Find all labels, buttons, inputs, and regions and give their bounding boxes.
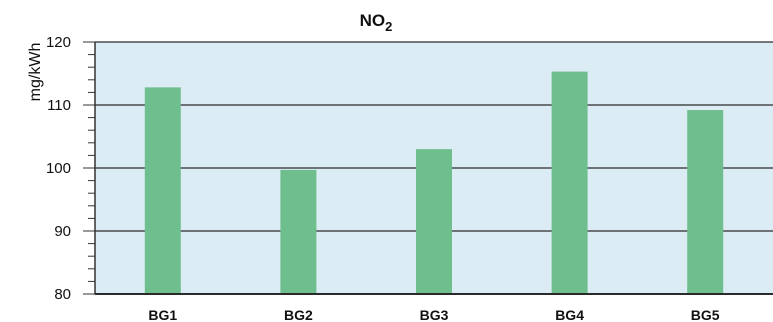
y-axis-label: mg/kWh [27, 43, 44, 102]
y-tick-labels: 80 90 100 110 120 [46, 34, 71, 303]
x-tick-label: BG4 [555, 307, 584, 322]
x-tick-label: BG3 [420, 307, 449, 322]
bar-bg3 [416, 149, 452, 294]
bars [144, 71, 724, 294]
x-tick-label: BG2 [284, 307, 313, 322]
y-axis [83, 41, 96, 295]
bar-bg4 [551, 71, 588, 294]
x-tick-label: BG5 [691, 307, 720, 322]
y-tick-label: 80 [54, 286, 71, 303]
y-tick-label: 120 [46, 34, 71, 51]
bar-bg5 [687, 110, 724, 294]
bar-bg1 [144, 87, 181, 294]
bar-bg2 [280, 169, 317, 294]
y-tick-label: 100 [46, 160, 71, 177]
chart-title: NO2 [360, 11, 393, 34]
x-tick-label: BG1 [148, 307, 177, 322]
chart-title-main: NO [360, 11, 386, 30]
y-tick-label: 90 [54, 223, 71, 240]
x-category-labels: BG1 BG2 BG3 BG4 BG5 [95, 293, 773, 322]
chart-title-subscript: 2 [385, 19, 392, 34]
y-tick-label: 110 [47, 97, 71, 114]
